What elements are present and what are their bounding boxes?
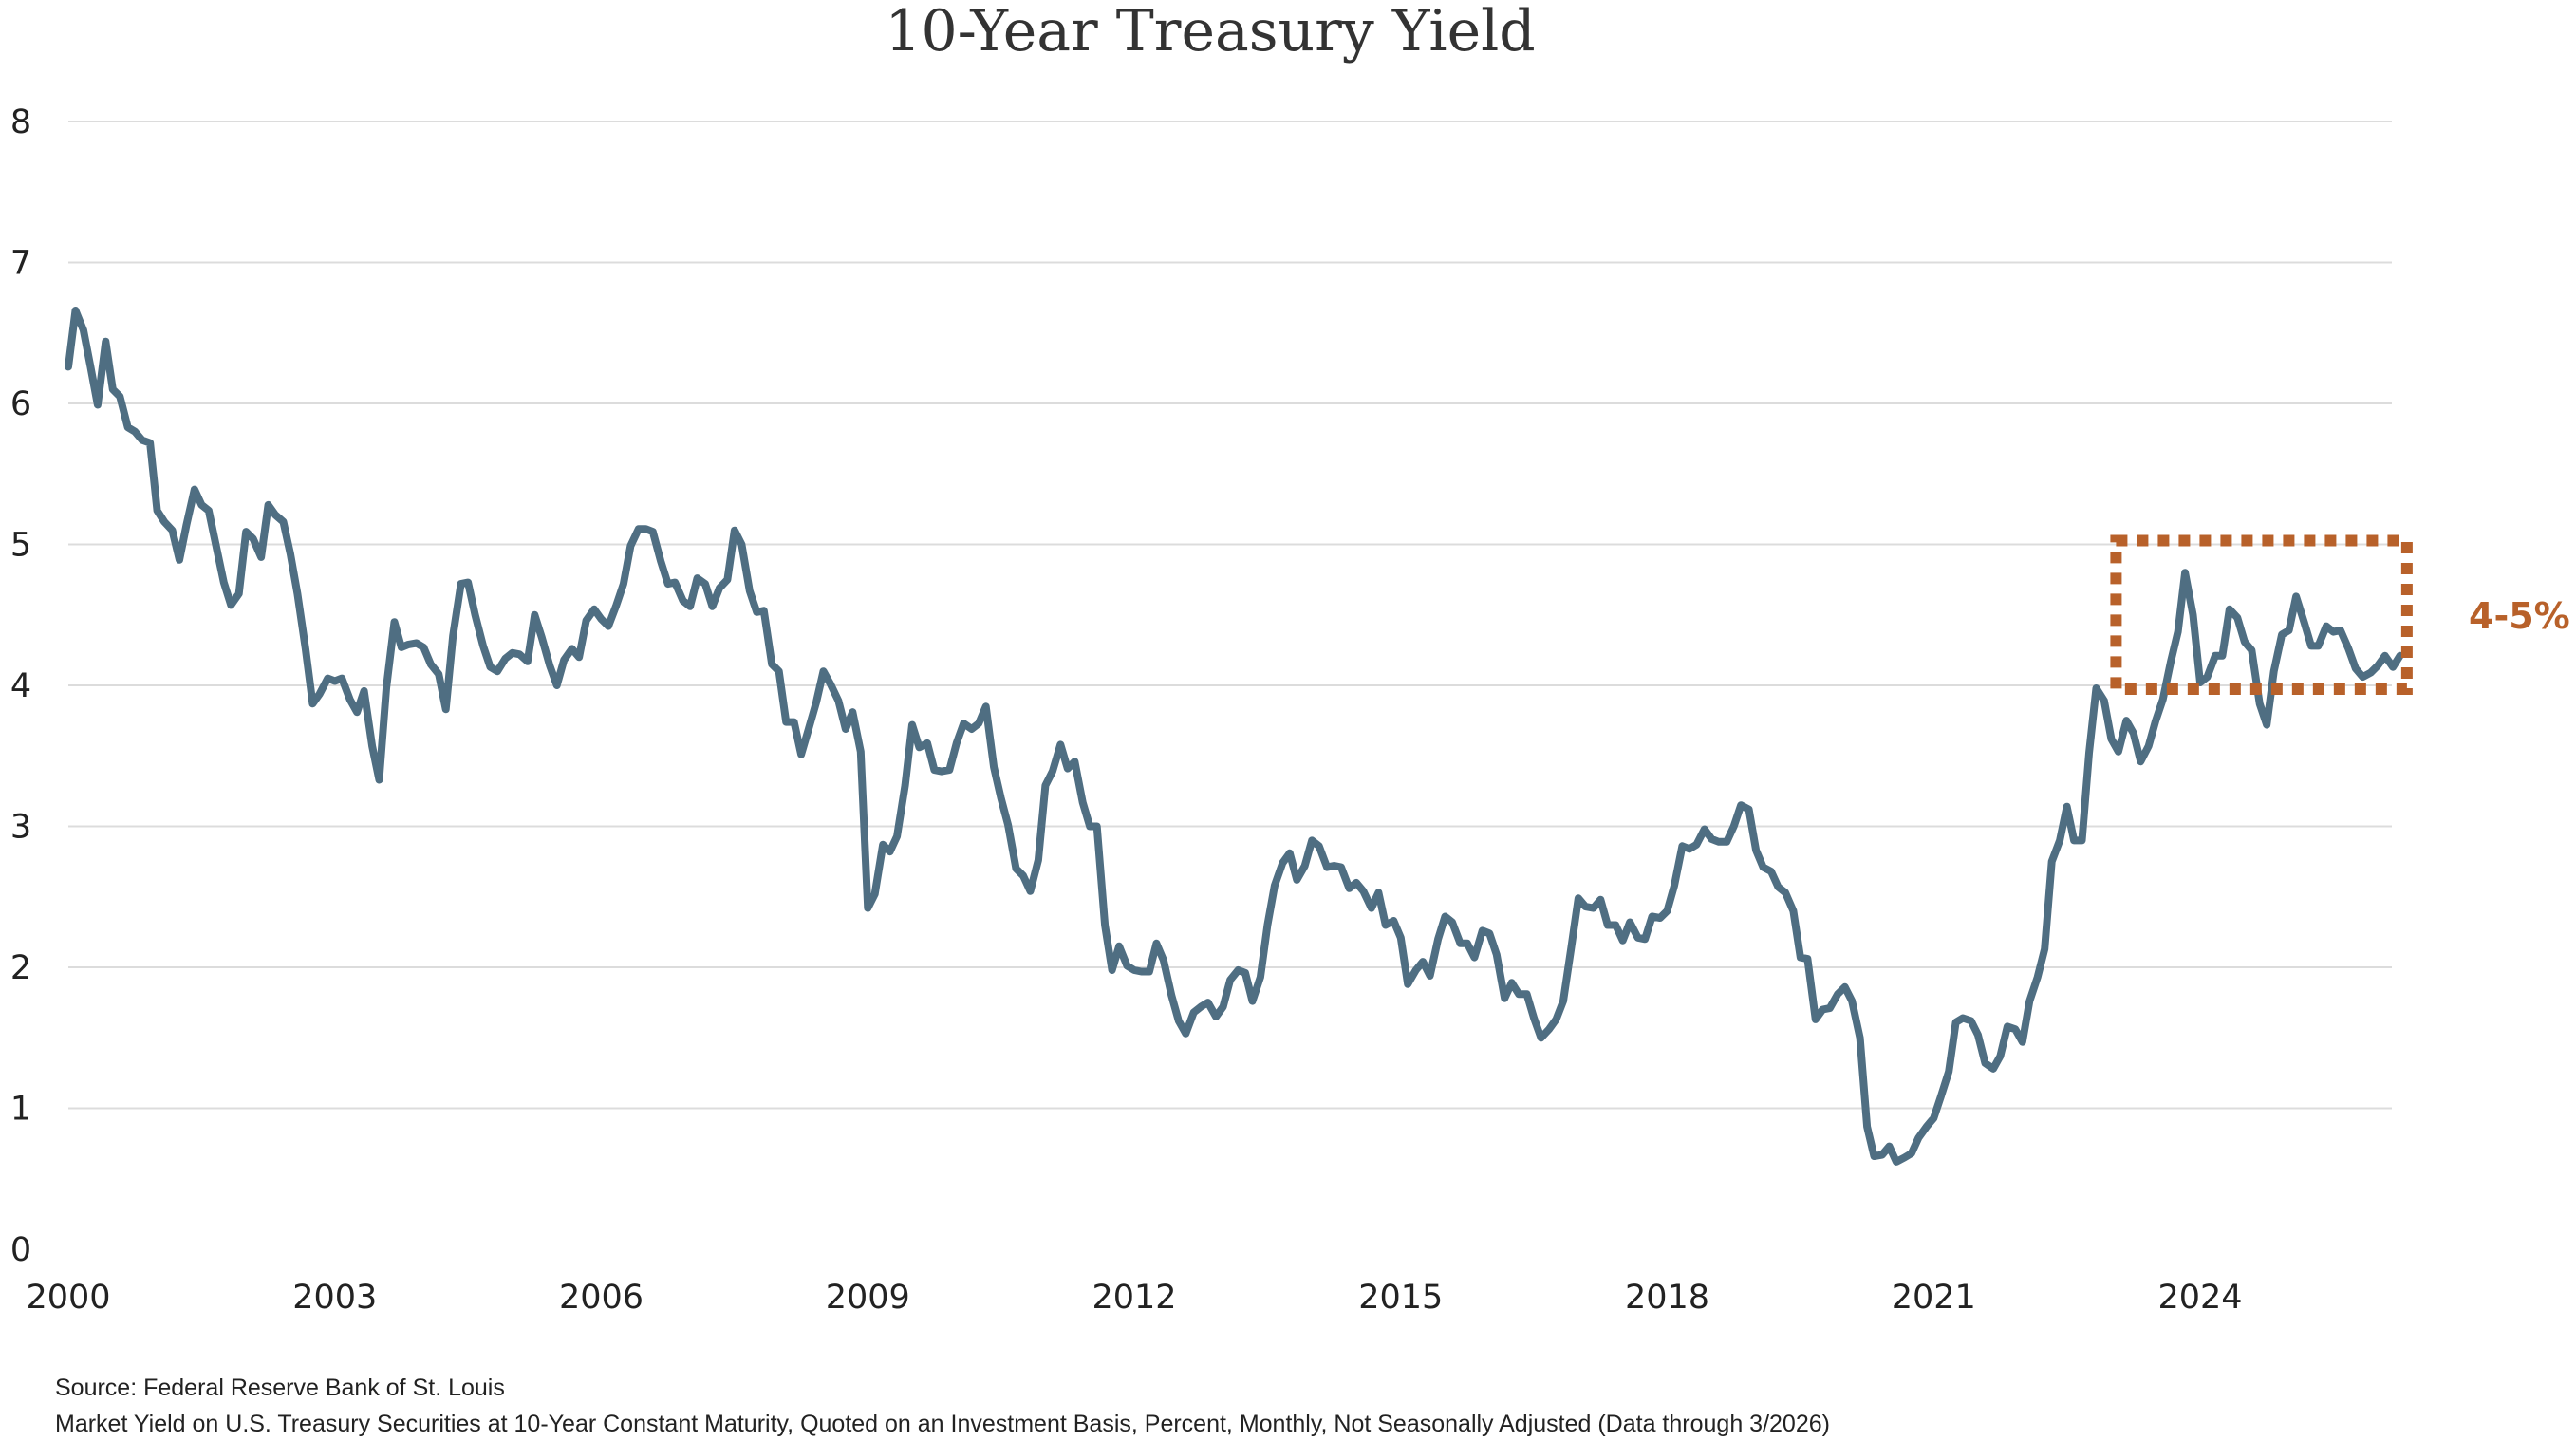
x-axis-ticks: 2000 2003 2006 2009 2012 2015 2018 2021 2024 (26, 1279, 2242, 1317)
series-line (65, 307, 2404, 1166)
x-tick-label: 2018 (1625, 1279, 1709, 1317)
x-tick-label: 2003 (292, 1279, 377, 1317)
y-tick-label: 8 (10, 103, 31, 141)
y-tick-label: 3 (10, 809, 31, 847)
x-tick-label: 2006 (559, 1279, 644, 1317)
series-description: Market Yield on U.S. Treasury Securities… (55, 1411, 1830, 1437)
x-tick-label: 2024 (2157, 1279, 2242, 1317)
y-tick-label: 1 (10, 1091, 31, 1129)
y-tick-label: 0 (10, 1231, 31, 1269)
x-tick-label: 2015 (1358, 1279, 1443, 1317)
source-note: Source: Federal Reserve Bank of St. Loui… (55, 1375, 505, 1401)
y-tick-label: 7 (10, 245, 31, 283)
y-axis-ticks: 0 1 2 3 4 5 6 7 8 (10, 103, 31, 1269)
y-tick-label: 4 (10, 667, 31, 705)
x-tick-label: 2012 (1092, 1279, 1176, 1317)
y-tick-label: 5 (10, 527, 31, 565)
annotation-label: 4-5% (2469, 595, 2570, 637)
x-tick-label: 2021 (1892, 1279, 1976, 1317)
y-tick-label: 6 (10, 385, 31, 423)
x-tick-label: 2009 (826, 1279, 910, 1317)
x-tick-label: 2000 (26, 1279, 110, 1317)
y-tick-label: 2 (10, 949, 31, 987)
gridlines (68, 121, 2392, 1110)
annotation-box (2110, 534, 2413, 695)
chart-title: 10-Year Treasury Yield (885, 0, 1535, 65)
